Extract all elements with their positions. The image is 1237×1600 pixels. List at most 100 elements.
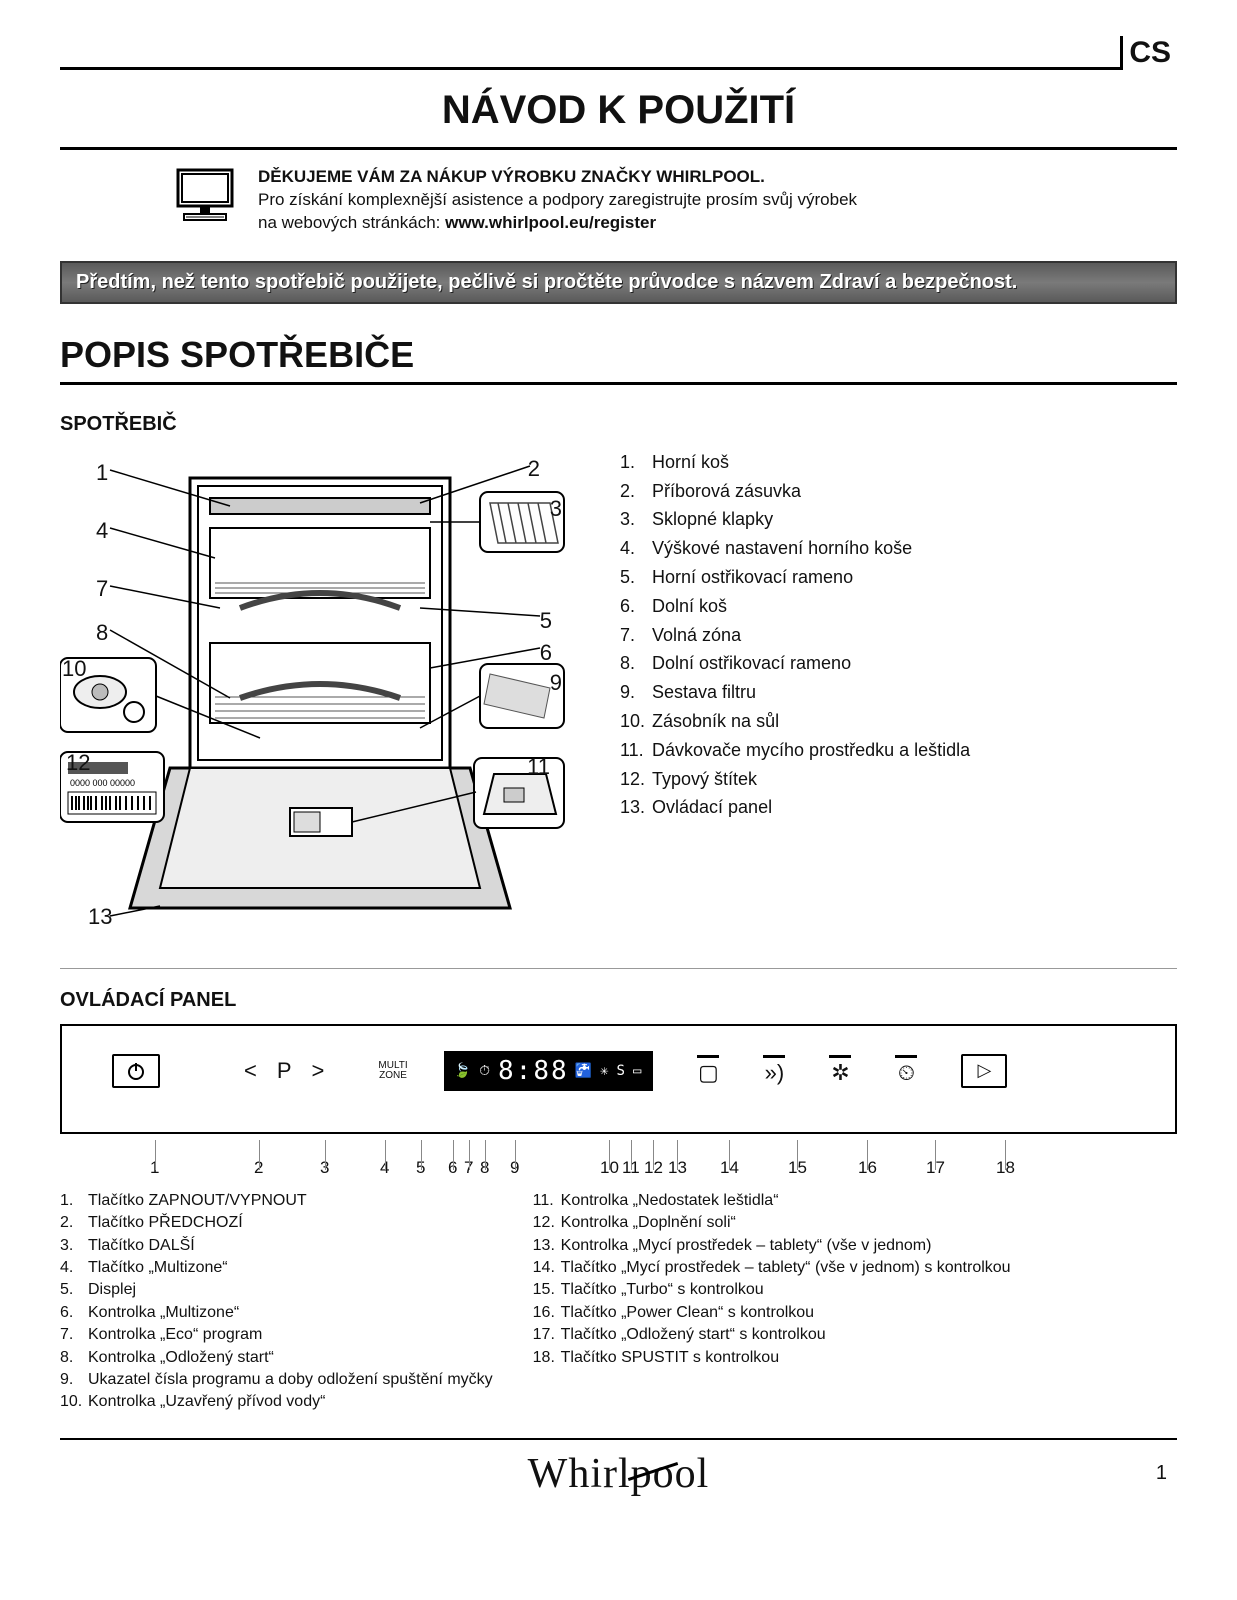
safety-banner: Předtím, než tento spotřebič použijete, … (60, 261, 1177, 304)
intro-line2: na webových stránkách: www.whirlpool.eu/… (258, 212, 857, 235)
next-icon: > (312, 1058, 325, 1084)
parts-list: 1.Horní koš2.Příborová zásuvka3.Sklopné … (620, 448, 970, 948)
callout-8: 8 (96, 620, 108, 646)
callout-7: 7 (96, 576, 108, 602)
tick-17: 17 (926, 1158, 945, 1178)
callout-3: 3 (550, 496, 562, 522)
eco-icon: 🍃 (454, 1063, 473, 1079)
legend-item: 1.Tlačítko ZAPNOUT/VYPNOUT (60, 1190, 493, 1212)
display-lcd: 🍃 ⏱ 8:88 🚰 ✳ S ▭ (444, 1051, 654, 1091)
intro-block: DĚKUJEME VÁM ZA NÁKUP VÝROBKU ZNAČKY WHI… (60, 150, 1177, 255)
main-title: NÁVOD K POUŽITÍ (60, 78, 1177, 150)
tick-18: 18 (996, 1158, 1015, 1178)
power-button-icon (112, 1054, 160, 1088)
legend-item: 5.Displej (60, 1279, 493, 1301)
tick-8: 8 (480, 1158, 489, 1178)
callout-4: 4 (96, 518, 108, 544)
callout-5: 5 (540, 608, 552, 634)
parts-item: 1.Horní koš (620, 448, 970, 477)
p-label: P (277, 1058, 292, 1084)
tick-11: 11 (622, 1158, 640, 1178)
parts-item: 3.Sklopné klapky (620, 505, 970, 534)
page-number: 1 (1156, 1462, 1167, 1485)
legend-item: 15.Tlačítko „Turbo“ s kontrolkou (533, 1279, 1011, 1301)
tick-2: 2 (254, 1158, 263, 1178)
tick-6: 6 (448, 1158, 457, 1178)
tick-15: 15 (788, 1158, 807, 1178)
salt-icon: S (617, 1063, 627, 1079)
tick-16: 16 (858, 1158, 877, 1178)
tap-icon: 🚰 (575, 1063, 594, 1079)
control-panel-subtitle: OVLÁDACÍ PANEL (60, 989, 1177, 1012)
start-button-icon: ▷ (961, 1054, 1007, 1088)
legend-item: 17.Tlačítko „Odložený start“ s kontrolko… (533, 1324, 1011, 1346)
delay-icon: ⏱ (479, 1063, 492, 1079)
intro-bold: DĚKUJEME VÁM ZA NÁKUP VÝROBKU ZNAČKY WHI… (258, 166, 857, 189)
parts-item: 2.Příborová zásuvka (620, 477, 970, 506)
prev-icon: < (244, 1058, 257, 1084)
callout-13: 13 (88, 904, 112, 930)
intro-text: DĚKUJEME VÁM ZA NÁKUP VÝROBKU ZNAČKY WHI… (258, 166, 857, 235)
callout-2: 2 (528, 456, 540, 482)
parts-item: 13.Ovládací panel (620, 793, 970, 822)
tick-14: 14 (720, 1158, 739, 1178)
svg-text:0000 000 00000: 0000 000 00000 (70, 778, 135, 788)
lang-code: CS (1120, 36, 1177, 70)
legend-item: 16.Tlačítko „Power Clean“ s kontrolkou (533, 1302, 1011, 1324)
legend-item: 10.Kontrolka „Uzavřený přívod vody“ (60, 1391, 493, 1413)
tick-row: 123456789101112131415161718 (60, 1140, 1177, 1180)
parts-item: 12.Typový štítek (620, 765, 970, 794)
tick-9: 9 (510, 1158, 519, 1178)
legend-item: 9.Ukazatel čísla programu a doby odložen… (60, 1369, 493, 1391)
turbo-button: ») (763, 1055, 785, 1086)
parts-item: 10.Zásobník na sůl (620, 707, 970, 736)
intro-url: www.whirlpool.eu/register (445, 213, 656, 232)
appliance-diagram: 1 2 3 4 5 6 7 8 9 10 11 12 13 (60, 448, 580, 948)
legend-item: 18.Tlačítko SPUSTIT s kontrolkou (533, 1347, 1011, 1369)
multizone-label: MULTI ZONE (378, 1061, 407, 1081)
legend-item: 14.Tlačítko „Mycí prostředek – tablety“ … (533, 1257, 1011, 1279)
brand-logo: Whirlpool (528, 1450, 710, 1498)
delay-button: ⏲ (895, 1055, 917, 1086)
callout-11: 11 (527, 754, 550, 780)
legend-item: 7.Kontrolka „Eco“ program (60, 1324, 493, 1346)
tick-7: 7 (464, 1158, 473, 1178)
legend-item: 6.Kontrolka „Multizone“ (60, 1302, 493, 1324)
tick-1: 1 (150, 1158, 159, 1178)
legend-item: 8.Kontrolka „Odložený start“ (60, 1347, 493, 1369)
callout-6: 6 (540, 640, 552, 666)
callout-9: 9 (550, 670, 562, 696)
tick-13: 13 (668, 1158, 687, 1178)
legend-item: 12.Kontrolka „Doplnění soli“ (533, 1212, 1011, 1234)
display-value: 8:88 (498, 1056, 569, 1086)
control-panel-legend: 1.Tlačítko ZAPNOUT/VYPNOUT2.Tlačítko PŘE… (60, 1190, 1177, 1414)
footer: Whirlpool 1 (60, 1438, 1177, 1498)
intro-line1: Pro získání komplexnější asistence a pod… (258, 189, 857, 212)
tick-12: 12 (644, 1158, 663, 1178)
tick-4: 4 (380, 1158, 389, 1178)
parts-item: 4.Výškové nastavení horního koše (620, 534, 970, 563)
legend-item: 4.Tlačítko „Multizone“ (60, 1257, 493, 1279)
tick-3: 3 (320, 1158, 329, 1178)
legend-item: 2.Tlačítko PŘEDCHOZÍ (60, 1212, 493, 1234)
tablet-button: ▢ (697, 1055, 719, 1086)
tick-5: 5 (416, 1158, 425, 1178)
rinse-icon: ✳ (600, 1063, 610, 1079)
powerclean-button: ✲ (829, 1055, 851, 1086)
parts-item: 8.Dolní ostřikovací rameno (620, 649, 970, 678)
tablet-icon: ▭ (633, 1063, 643, 1079)
legend-item: 11.Kontrolka „Nedostatek leštidla“ (533, 1190, 1011, 1212)
parts-item: 6.Dolní koš (620, 592, 970, 621)
appliance-subtitle: SPOTŘEBIČ (60, 413, 1177, 436)
parts-item: 11.Dávkovače mycího prostředku a leštidl… (620, 736, 970, 765)
computer-icon (170, 166, 240, 231)
parts-item: 7.Volná zóna (620, 621, 970, 650)
parts-item: 5.Horní ostřikovací rameno (620, 563, 970, 592)
control-panel-diagram: < P > MULTI ZONE 🍃 ⏱ 8:88 🚰 ✳ S ▭ ▢ ») ✲… (60, 1024, 1177, 1134)
legend-item: 13.Kontrolka „Mycí prostředek – tablety“… (533, 1235, 1011, 1257)
callout-1: 1 (96, 460, 108, 486)
callout-12: 12 (66, 750, 90, 776)
callout-10: 10 (62, 656, 86, 682)
lang-rule: CS (60, 40, 1177, 70)
appliance-row: 1 2 3 4 5 6 7 8 9 10 11 12 13 (60, 448, 1177, 969)
